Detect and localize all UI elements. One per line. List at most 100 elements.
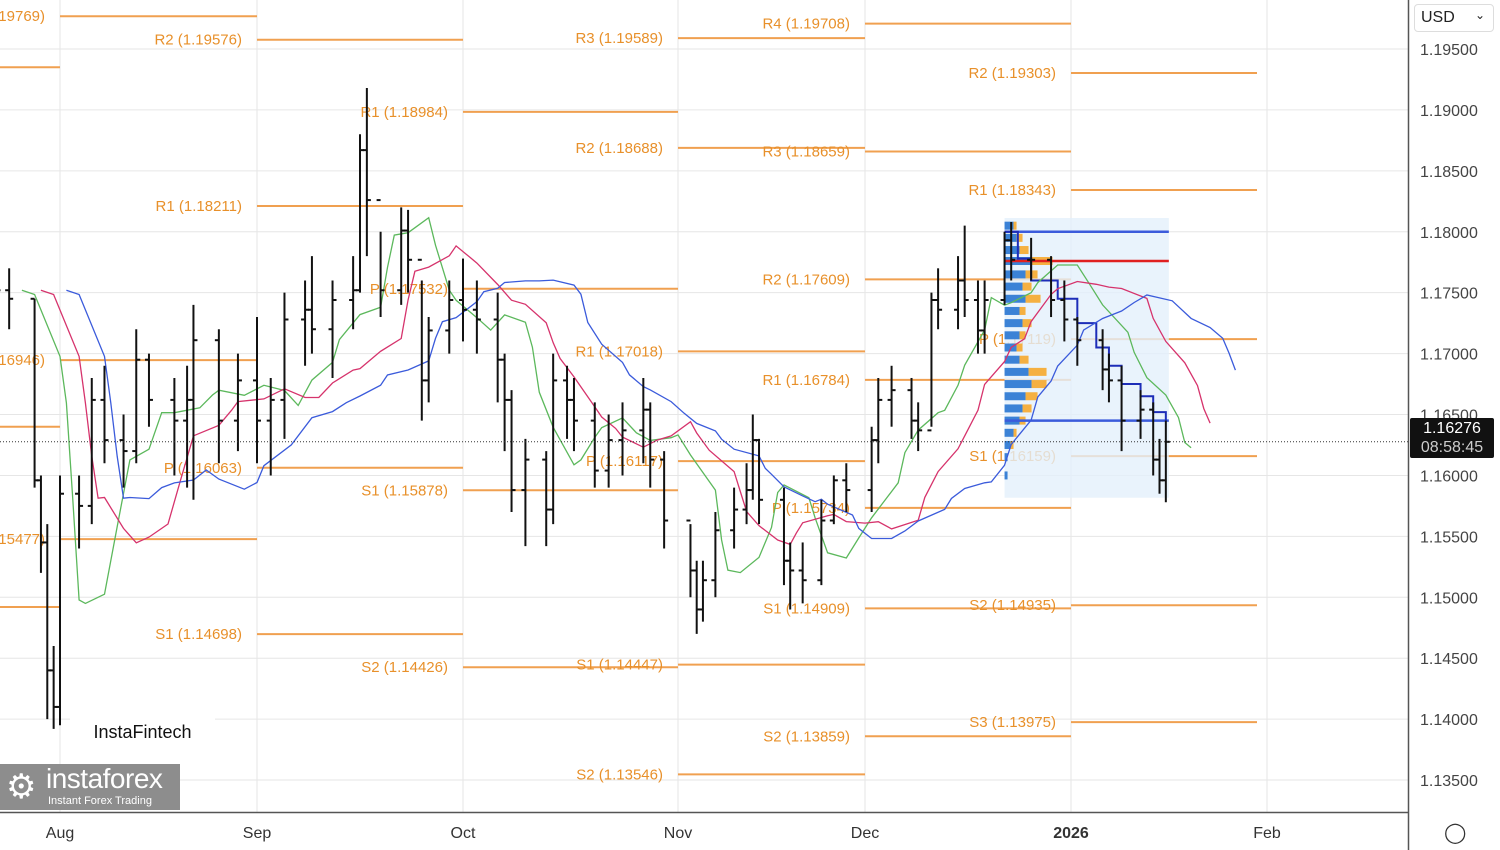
ohlc-bar bbox=[132, 329, 141, 464]
ohlc-bar bbox=[755, 438, 764, 525]
instafintech-text: InstaFintech bbox=[93, 721, 192, 742]
profile-bar-up bbox=[1004, 270, 1026, 279]
last-price-tag: 1.16276 08:58:45 bbox=[1410, 418, 1494, 458]
ohlc-bar bbox=[730, 487, 739, 549]
ohlc-bar bbox=[798, 542, 807, 604]
ohlc-bar bbox=[1073, 317, 1082, 366]
ohlc-bar bbox=[874, 377, 883, 464]
ohlc-bar bbox=[1047, 256, 1056, 318]
pivot-label: P (1.16063) bbox=[164, 460, 242, 477]
profile-bar-up bbox=[1004, 294, 1026, 303]
ohlc-bar bbox=[817, 499, 826, 586]
profile-bar-down bbox=[1019, 306, 1026, 315]
ohlc-bars bbox=[0, 87, 1170, 729]
ohlc-bar bbox=[686, 519, 695, 598]
profile-bar-up bbox=[1004, 319, 1023, 328]
profile-bar-up bbox=[1004, 221, 1014, 230]
pivot-label: R1 (1.17018) bbox=[575, 343, 663, 360]
ohlc-bar bbox=[5, 268, 14, 330]
ohlc-bar bbox=[569, 377, 578, 452]
ohlc-bar bbox=[376, 199, 385, 318]
profile-bar-up bbox=[1004, 404, 1023, 413]
ohlc-bar bbox=[1136, 390, 1145, 439]
profile-bar-down bbox=[1022, 282, 1032, 291]
ohlc-bar bbox=[927, 292, 936, 432]
ohlc-bar bbox=[30, 297, 39, 488]
moving-average-line bbox=[66, 279, 1237, 540]
ohlc-bar bbox=[521, 438, 530, 547]
price-tick-label: 1.15000 bbox=[1420, 590, 1478, 607]
price-tick-label: 1.16000 bbox=[1420, 468, 1478, 485]
pivot-label: S2 (1.13859) bbox=[763, 728, 850, 745]
price-tick-label: 1.18500 bbox=[1420, 164, 1478, 181]
ohlc-bar bbox=[542, 451, 551, 547]
pivot-label: R2 (1.17609) bbox=[762, 271, 850, 288]
gear-logo-icon: ⚙ bbox=[6, 768, 37, 806]
profile-bar-down bbox=[1016, 343, 1023, 352]
pivot-label: R1 (1.18984) bbox=[360, 104, 448, 121]
time-tick-label: Dec bbox=[851, 825, 879, 842]
ohlc-bar bbox=[500, 353, 509, 452]
price-tick-label: 1.14000 bbox=[1420, 712, 1478, 729]
pivot-label: S3 (1.13975) bbox=[969, 714, 1056, 731]
pivot-label: S1 (1.15878) bbox=[361, 482, 448, 499]
ohlc-bar bbox=[301, 280, 310, 366]
ohlc-bar bbox=[459, 258, 467, 342]
pivot-label: R1 (1.16784) bbox=[762, 372, 850, 389]
time-tick-label: Sep bbox=[243, 825, 272, 842]
ohlc-bar bbox=[842, 463, 851, 512]
pivot-label: S2 (1.14426) bbox=[361, 659, 448, 676]
currency-select[interactable]: USD ⌄ bbox=[1414, 4, 1494, 32]
profile-bar-down bbox=[1019, 355, 1029, 364]
price-tick-label: 1.19000 bbox=[1420, 103, 1478, 120]
ohlc-bar bbox=[646, 402, 655, 488]
ohlc-bar bbox=[711, 511, 720, 598]
ohlc-bar bbox=[493, 292, 502, 403]
pivot-label: R4 (1.19708) bbox=[762, 16, 850, 33]
profile-bar-up bbox=[1004, 367, 1029, 376]
time-tick-label: Feb bbox=[1253, 825, 1281, 842]
time-tick-label: 2026 bbox=[1053, 825, 1089, 842]
pivot-label: P (1.16117) bbox=[586, 453, 663, 470]
pivot-label: S1 (1.14698) bbox=[155, 626, 242, 643]
ohlc-bar bbox=[214, 329, 223, 464]
price-tick-label: 1.13500 bbox=[1420, 773, 1478, 790]
ohlc-bar bbox=[1027, 237, 1036, 281]
time-axis[interactable]: Aug Sep Oct Nov Dec 2026 Feb bbox=[46, 825, 1281, 842]
pivot-label: (1.15477) bbox=[0, 531, 45, 548]
price-tick-label: 1.19500 bbox=[1420, 42, 1478, 59]
pivot-label: R2 (1.19303) bbox=[968, 65, 1056, 82]
instaforex-logo: ⚙ instaforex Instant Forex Trading bbox=[0, 764, 180, 810]
ohlc-bar bbox=[356, 134, 364, 293]
profile-bar-up bbox=[1004, 380, 1032, 389]
chart-settings-icon[interactable]: ◯ bbox=[1444, 822, 1467, 844]
ohlc-bar bbox=[660, 451, 669, 549]
ohlc-bar bbox=[43, 524, 52, 720]
ohlc-bar bbox=[549, 353, 558, 525]
ohlc-bar bbox=[507, 390, 516, 512]
ohlc-bar bbox=[445, 280, 454, 354]
profile-bar-down bbox=[1025, 294, 1041, 303]
ohlc-bar bbox=[748, 414, 757, 500]
pivot-label: S1 (1.14447) bbox=[576, 657, 663, 674]
ohlc-bar bbox=[590, 402, 599, 488]
time-tick-label: Nov bbox=[664, 825, 692, 842]
profile-bar-down bbox=[1019, 331, 1026, 340]
profile-bar-down bbox=[1010, 440, 1014, 449]
ohlc-bar bbox=[618, 402, 627, 476]
pivot-label: R3 (1.18659) bbox=[762, 143, 850, 160]
ohlc-bar bbox=[36, 475, 45, 573]
logo-subtitle: Instant Forex Trading bbox=[48, 795, 152, 807]
ohlc-bar bbox=[424, 317, 433, 403]
ohlc-bar bbox=[307, 256, 316, 354]
ohlc-bar bbox=[1060, 280, 1069, 342]
ohlc-bar bbox=[980, 280, 989, 354]
ohlc-bar bbox=[56, 475, 64, 726]
ohlc-bar bbox=[75, 475, 84, 549]
ohlc-bar bbox=[266, 377, 275, 476]
price-axis[interactable]: 1.19500 1.19000 1.18500 1.18000 1.17500 1.170… bbox=[1420, 42, 1478, 790]
ohlc-bar bbox=[189, 304, 198, 500]
profile-bar-down bbox=[1013, 221, 1017, 230]
price-tick-label: 1.17000 bbox=[1420, 347, 1478, 364]
